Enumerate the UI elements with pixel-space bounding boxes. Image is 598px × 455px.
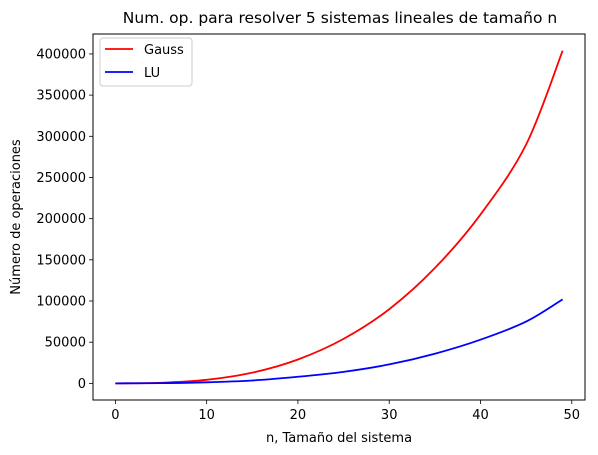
x-tick-label: 0 xyxy=(111,408,119,423)
x-axis: 0 10 20 30 40 50 xyxy=(111,400,580,423)
y-tick-label: 100000 xyxy=(36,295,86,310)
x-tick-label: 50 xyxy=(563,408,580,423)
chart-title: Num. op. para resolver 5 sistemas lineal… xyxy=(123,9,557,27)
y-axis-label: Número de operaciones xyxy=(9,139,24,295)
legend-box xyxy=(99,37,193,87)
y-tick-label: 200000 xyxy=(36,212,86,227)
y-tick-label: 50000 xyxy=(45,336,86,351)
y-tick-label: 400000 xyxy=(36,47,86,62)
plot-area xyxy=(92,33,586,401)
series-line-gauss xyxy=(115,50,564,385)
x-tick-label: 30 xyxy=(381,408,398,423)
legend-label-gauss: Gauss xyxy=(144,43,184,58)
x-tick-label: 20 xyxy=(290,408,307,423)
x-tick-label: 10 xyxy=(198,408,215,423)
y-tick-label: 150000 xyxy=(36,253,86,268)
y-tick-label: 250000 xyxy=(36,171,86,186)
series-layer xyxy=(115,50,564,385)
x-tick-label: 40 xyxy=(472,408,489,423)
legend-label-lu: LU xyxy=(144,66,160,81)
y-axis: 0 50000 100000 150000 200000 250000 300000 3500… xyxy=(36,47,93,392)
series-line-lu xyxy=(115,298,564,385)
x-axis-label: n, Tamaño del sistema xyxy=(266,431,412,446)
legend: Gauss LU xyxy=(99,37,193,87)
y-tick-label: 0 xyxy=(78,377,86,392)
y-tick-label: 350000 xyxy=(36,89,86,104)
y-tick-label: 300000 xyxy=(36,130,86,145)
plot-frame xyxy=(92,33,586,401)
